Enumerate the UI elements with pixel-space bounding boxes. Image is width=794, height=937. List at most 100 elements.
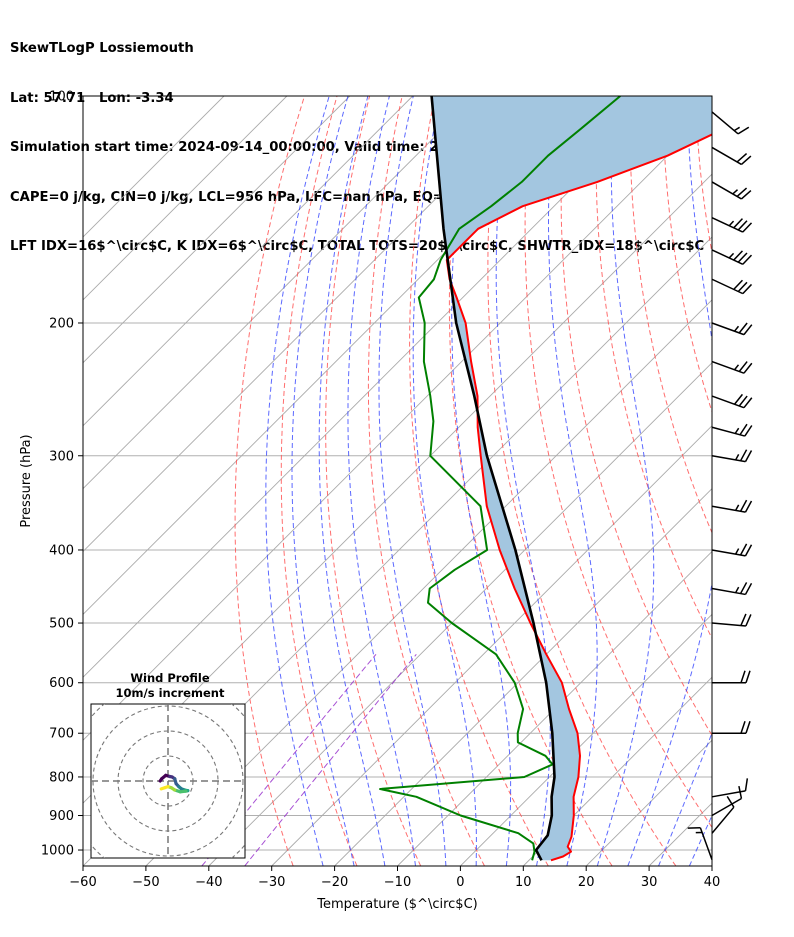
- wind-barb: [711, 216, 753, 233]
- wind-barb: [711, 393, 753, 409]
- plot-area: [83, 96, 794, 866]
- y-tick-label: 900: [49, 809, 74, 824]
- dry-adiabat-line: [325, 96, 422, 866]
- wind-barb: [711, 423, 753, 437]
- isotherm-line: [83, 96, 225, 238]
- x-tick-label: −30: [258, 875, 285, 890]
- isotherm-line: [271, 425, 712, 866]
- dry-adiabat-line: [524, 96, 712, 829]
- isotherm-line: [145, 299, 712, 866]
- dry-adiabat-line: [448, 96, 613, 866]
- isotherm-line: [83, 96, 665, 678]
- wind-barb: [711, 582, 753, 596]
- moist-adiabat-line: [347, 96, 416, 866]
- y-tick-label: 700: [49, 727, 74, 742]
- moist-adiabat-line: [265, 96, 330, 866]
- moist-adiabat-line: [548, 96, 598, 866]
- moist-adiabat-line: [658, 731, 712, 866]
- isotherm-line: [460, 613, 712, 866]
- dry-adiabat-line: [487, 96, 677, 866]
- wind-barb: [712, 720, 751, 734]
- isotherm-line: [648, 802, 712, 866]
- dry-adiabat-line: [694, 96, 712, 256]
- x-tick-label: 20: [578, 875, 595, 890]
- moist-adiabat-line: [627, 96, 712, 866]
- dry-adiabat-line: [560, 96, 712, 737]
- moist-adiabat-line: [720, 96, 794, 866]
- hodograph-segment: [159, 786, 167, 791]
- y-tick-label: 300: [49, 449, 74, 464]
- wind-barb: [711, 111, 750, 135]
- isotherm-line: [208, 362, 712, 866]
- y-tick-label: 600: [49, 676, 74, 691]
- wind-barb: [711, 322, 753, 336]
- dry-adiabat-line: [595, 96, 712, 640]
- cin-shading: [431, 96, 712, 861]
- x-tick-label: −60: [69, 875, 96, 890]
- dry-adiabat-line: [367, 96, 485, 866]
- y-tick-label: 500: [49, 617, 74, 632]
- moist-adiabat-line: [412, 96, 477, 866]
- isotherm-line: [83, 110, 712, 741]
- dry-adiabat-line: [761, 96, 794, 866]
- dry-adiabat-line: [234, 96, 305, 866]
- temperature-line: [445, 133, 712, 862]
- wind-barb: [711, 499, 753, 513]
- moist-adiabat-line: [596, 96, 655, 866]
- x-tick-label: 30: [641, 875, 658, 890]
- wind-barb: [711, 778, 749, 798]
- isotherm-line: [522, 676, 712, 866]
- mixing-ratio-line: [244, 653, 417, 866]
- header-indices-2: LFT IDX=16$^\circ$C, K IDX=6$^\circ$C, T…: [10, 239, 705, 254]
- x-tick-label: −50: [132, 875, 159, 890]
- moist-adiabat-line: [318, 96, 386, 866]
- wind-barb: [711, 249, 753, 265]
- isotherm-line: [334, 487, 712, 866]
- isotherm-line: [83, 96, 539, 553]
- wind-barb: [711, 613, 752, 627]
- dry-adiabat-line: [409, 96, 549, 866]
- isotherm-line: [397, 550, 712, 866]
- y-tick-label: 400: [49, 543, 74, 558]
- x-axis-title: Temperature ($^\circ$C): [316, 897, 477, 912]
- wind-barb: [711, 785, 743, 817]
- wind-barb: [687, 827, 713, 860]
- y-tick-label: 1000: [41, 844, 74, 859]
- y-axis-title: Pressure (hPa): [19, 434, 34, 527]
- y-tick-label: 100: [49, 90, 74, 105]
- isotherm-line: [585, 739, 712, 866]
- header-location: Lat: 57.71 Lon: -3.34: [10, 90, 174, 106]
- hodograph-title: Wind Profile: [130, 671, 210, 685]
- moist-adiabat-line: [378, 96, 447, 866]
- isotherm-line: [83, 96, 476, 490]
- wind-barb: [711, 449, 753, 463]
- wind-barb: [711, 278, 753, 295]
- moist-adiabat-line: [291, 96, 355, 866]
- wind-barb: [711, 181, 752, 200]
- x-tick-label: 10: [515, 875, 532, 890]
- header-title: SkewTLogP Lossiemouth: [10, 41, 194, 56]
- x-tick-label: 0: [456, 875, 464, 890]
- wind-barb: [711, 796, 735, 834]
- dry-adiabat-line: [662, 96, 712, 414]
- isotherm-line: [83, 96, 414, 427]
- wind-barb: [712, 670, 751, 684]
- y-tick-label: 800: [49, 770, 74, 785]
- isotherm-line: [83, 96, 288, 301]
- parcel-line: [430, 96, 556, 861]
- hodograph-title: 10m/s increment: [116, 686, 225, 700]
- x-tick-label: −20: [321, 875, 348, 890]
- wind-barb: [711, 543, 753, 557]
- wind-barb: [711, 146, 752, 166]
- hodograph-inset: [90, 703, 246, 859]
- x-tick-label: 40: [704, 875, 721, 890]
- dry-adiabat-line: [728, 96, 794, 866]
- isotherm-line: [83, 96, 351, 364]
- x-tick-label: −40: [195, 875, 222, 890]
- x-tick-label: −10: [384, 875, 411, 890]
- wind-barb: [711, 360, 753, 374]
- isotherm-line: [711, 865, 712, 866]
- dry-adiabat-line: [280, 96, 358, 866]
- y-tick-label: 200: [49, 316, 74, 331]
